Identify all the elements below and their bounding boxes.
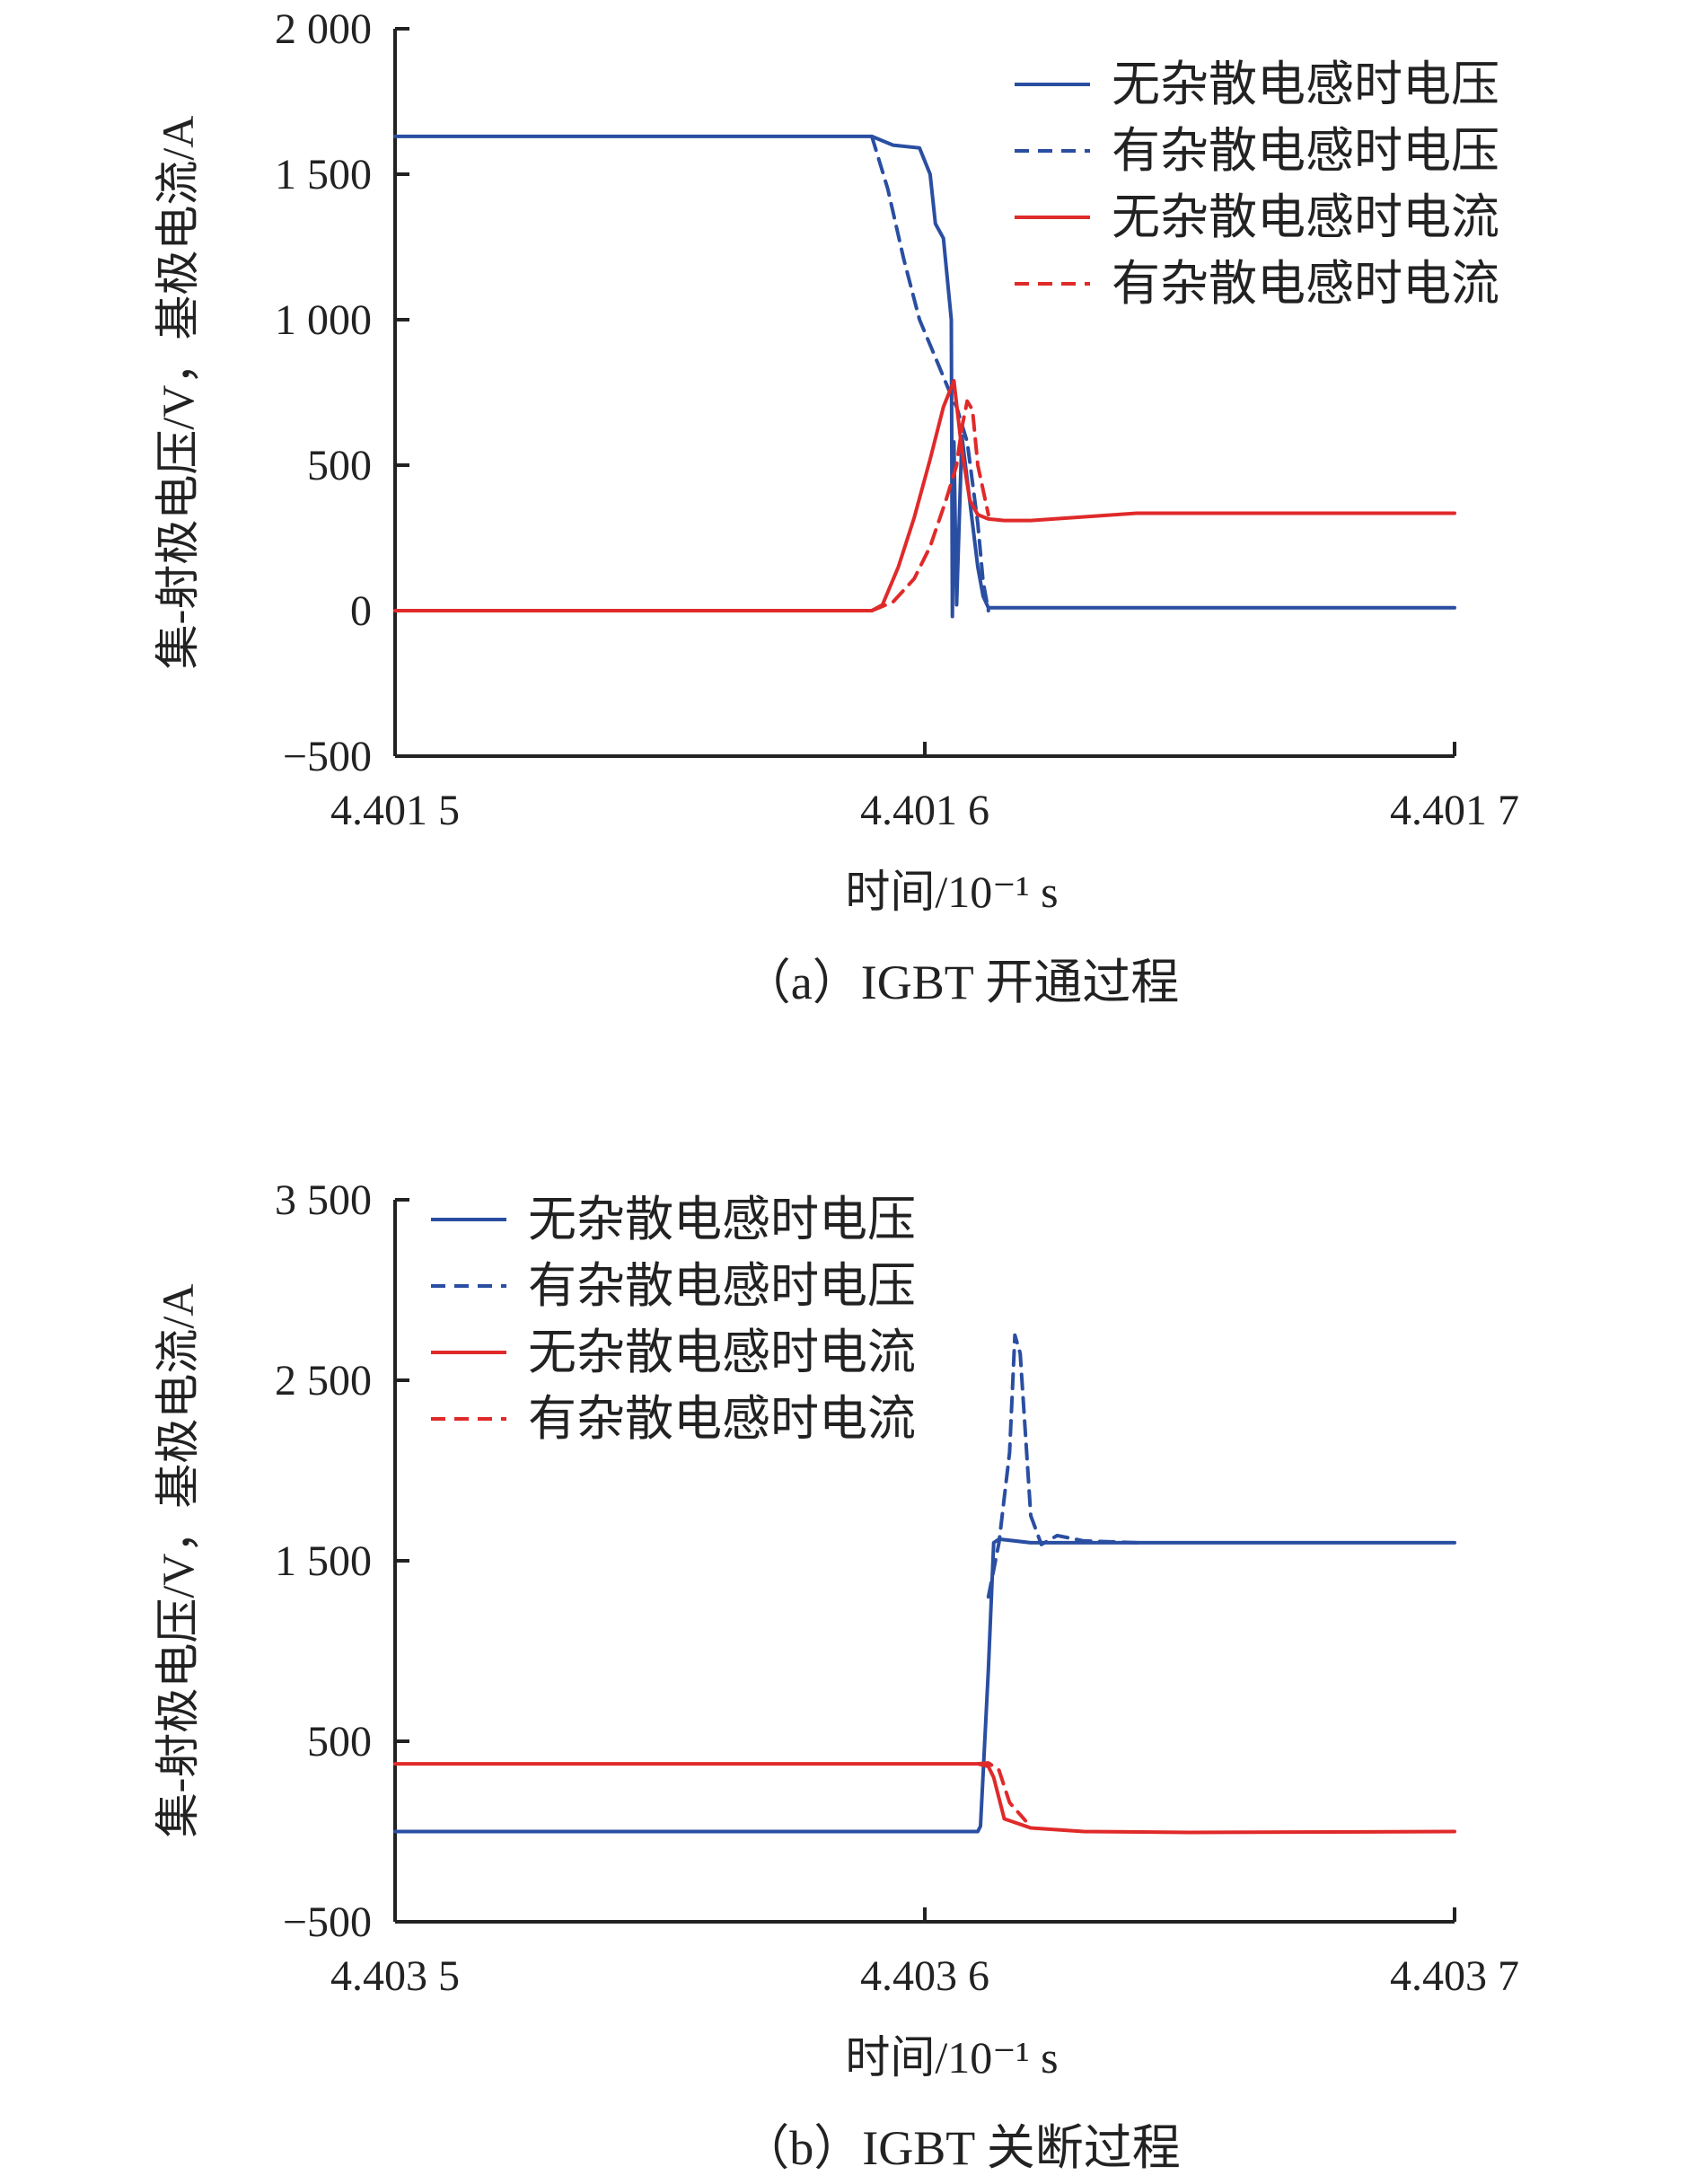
chart-turn-on: −500 0 500 1 000 1 500 2 000 4.401 5 4.401 6 4.4… xyxy=(153,5,1519,1009)
series-line-4 xyxy=(976,1761,1028,1823)
x-tick-label: 4.403 6 xyxy=(860,1952,989,2000)
legend-label: 无杂散电感时电流 xyxy=(528,1325,916,1379)
legend-label: 无杂散电感时电压 xyxy=(1112,57,1499,111)
legend-label: 有杂散电感时电压 xyxy=(528,1259,916,1313)
chart-panel-turn-off: −500 500 1 500 2 500 3 500 4.403 5 4.403 6 4.40… xyxy=(0,1158,1697,2184)
series-line-2 xyxy=(870,134,990,612)
series-line-3 xyxy=(393,379,1456,612)
legend-label: 有杂散电感时电流 xyxy=(1112,257,1499,311)
y-tick-label: 2 000 xyxy=(275,5,372,53)
y-axis-title: 集-射极电压/V，基极电流/A xyxy=(153,1284,203,1838)
x-tick-label: 4.401 6 xyxy=(860,787,989,834)
x-tick-label: 4.403 5 xyxy=(330,1952,460,2000)
y-axis-title: 集-射极电压/V，基极电流/A xyxy=(153,116,203,670)
x-axis-title: 时间/10⁻¹ s xyxy=(845,2032,1058,2083)
legend-label: 有杂散电感时电压 xyxy=(1112,124,1499,178)
legend-label: 有杂散电感时电流 xyxy=(528,1392,916,1446)
legend-label: 无杂散电感时电流 xyxy=(1112,190,1499,244)
chart-panel-turn-on: −500 0 500 1 000 1 500 2 000 4.401 5 4.401 6 4.4… xyxy=(0,0,1697,1024)
y-tick-label: 0 xyxy=(350,587,372,635)
series-line-2 xyxy=(986,1333,1139,1599)
y-tick-label: 1 500 xyxy=(275,1537,372,1585)
chart-turn-off: −500 500 1 500 2 500 3 500 4.403 5 4.403 6 4.40… xyxy=(153,1176,1519,2175)
x-tick-label: 4.403 7 xyxy=(1390,1952,1519,2000)
legend-label: 无杂散电感时电压 xyxy=(528,1193,916,1246)
y-tick-label: −500 xyxy=(283,733,372,780)
y-tick-label: 2 500 xyxy=(275,1357,372,1405)
y-tick-label: −500 xyxy=(283,1898,372,1946)
series-line-1 xyxy=(393,134,1456,619)
x-axis-title: 时间/10⁻¹ s xyxy=(845,867,1058,917)
x-tick-label: 4.401 5 xyxy=(330,787,460,834)
figure-caption: （a）IGBT 开通过程 xyxy=(743,956,1179,1009)
y-tick-label: 3 500 xyxy=(275,1176,372,1224)
series-line-1 xyxy=(393,1537,1456,1834)
y-tick-label: 500 xyxy=(307,1718,372,1766)
x-tick-label: 4.401 7 xyxy=(1390,787,1519,834)
y-tick-label: 1 500 xyxy=(275,151,372,198)
y-tick-label: 1 000 xyxy=(275,296,372,344)
series-line-3 xyxy=(393,1762,1456,1835)
figure-caption: （b）IGBT 关断过程 xyxy=(741,2121,1181,2175)
series-line-4 xyxy=(870,399,990,612)
y-tick-label: 500 xyxy=(307,442,372,489)
